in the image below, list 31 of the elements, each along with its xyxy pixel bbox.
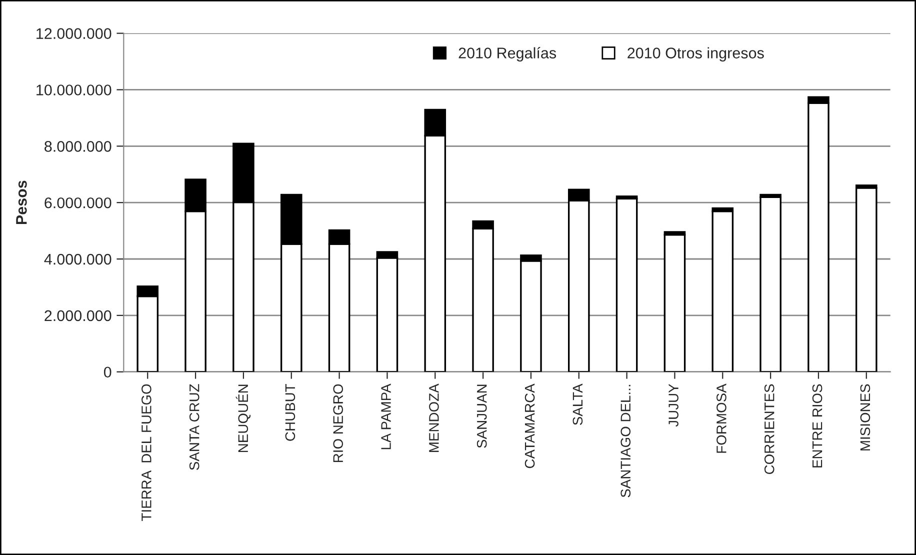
legend-label: 2010 Otros ingresos <box>628 47 764 62</box>
y-axis-title: Pesos <box>16 180 27 224</box>
x-tick-label: JUJUY <box>668 384 678 427</box>
x-tick-label: TIERRA DEL FUEGO <box>142 384 152 521</box>
x-tick-label: CHUBUT <box>285 384 296 441</box>
y-tick-label: 10.000.000 <box>36 84 112 96</box>
x-tick-label: CORRIENTES <box>764 384 774 474</box>
bar <box>855 187 878 372</box>
y-tick-label: 4.000.000 <box>44 254 112 265</box>
y-tick-label: 12.000.000 <box>36 28 112 39</box>
legend-label: 2010 Regalías <box>458 47 556 62</box>
x-tick-label: SANTIAGO DEL... <box>620 384 631 498</box>
bar <box>616 198 638 372</box>
x-tick-label: NEUQUÉN <box>236 384 251 452</box>
x-tick-label: SANTA CRUZ <box>189 384 200 470</box>
x-tick-label: MISIONES <box>860 384 870 450</box>
y-tick-label: 6.000.000 <box>44 197 112 208</box>
y-tick-label: 0 <box>104 366 112 378</box>
x-tick-label: SALTA <box>572 384 583 425</box>
bar <box>760 196 782 372</box>
x-tick-label: CATAMARCA <box>524 384 535 468</box>
y-tick-label: 8.000.000 <box>44 141 112 152</box>
x-tick-label: SANJUAN <box>476 384 487 448</box>
bar <box>712 210 734 372</box>
y-tick-label: 2.000.000 <box>44 310 112 322</box>
x-tick-label: MENDOZA <box>429 384 439 452</box>
bar <box>664 234 686 372</box>
x-tick-label: ENTRE RIOS <box>812 384 822 468</box>
x-tick-label: RIO NEGRO <box>333 384 344 462</box>
x-tick-label: LA PAMPA <box>381 384 391 450</box>
x-tick-label: FORMOSA <box>716 384 726 453</box>
